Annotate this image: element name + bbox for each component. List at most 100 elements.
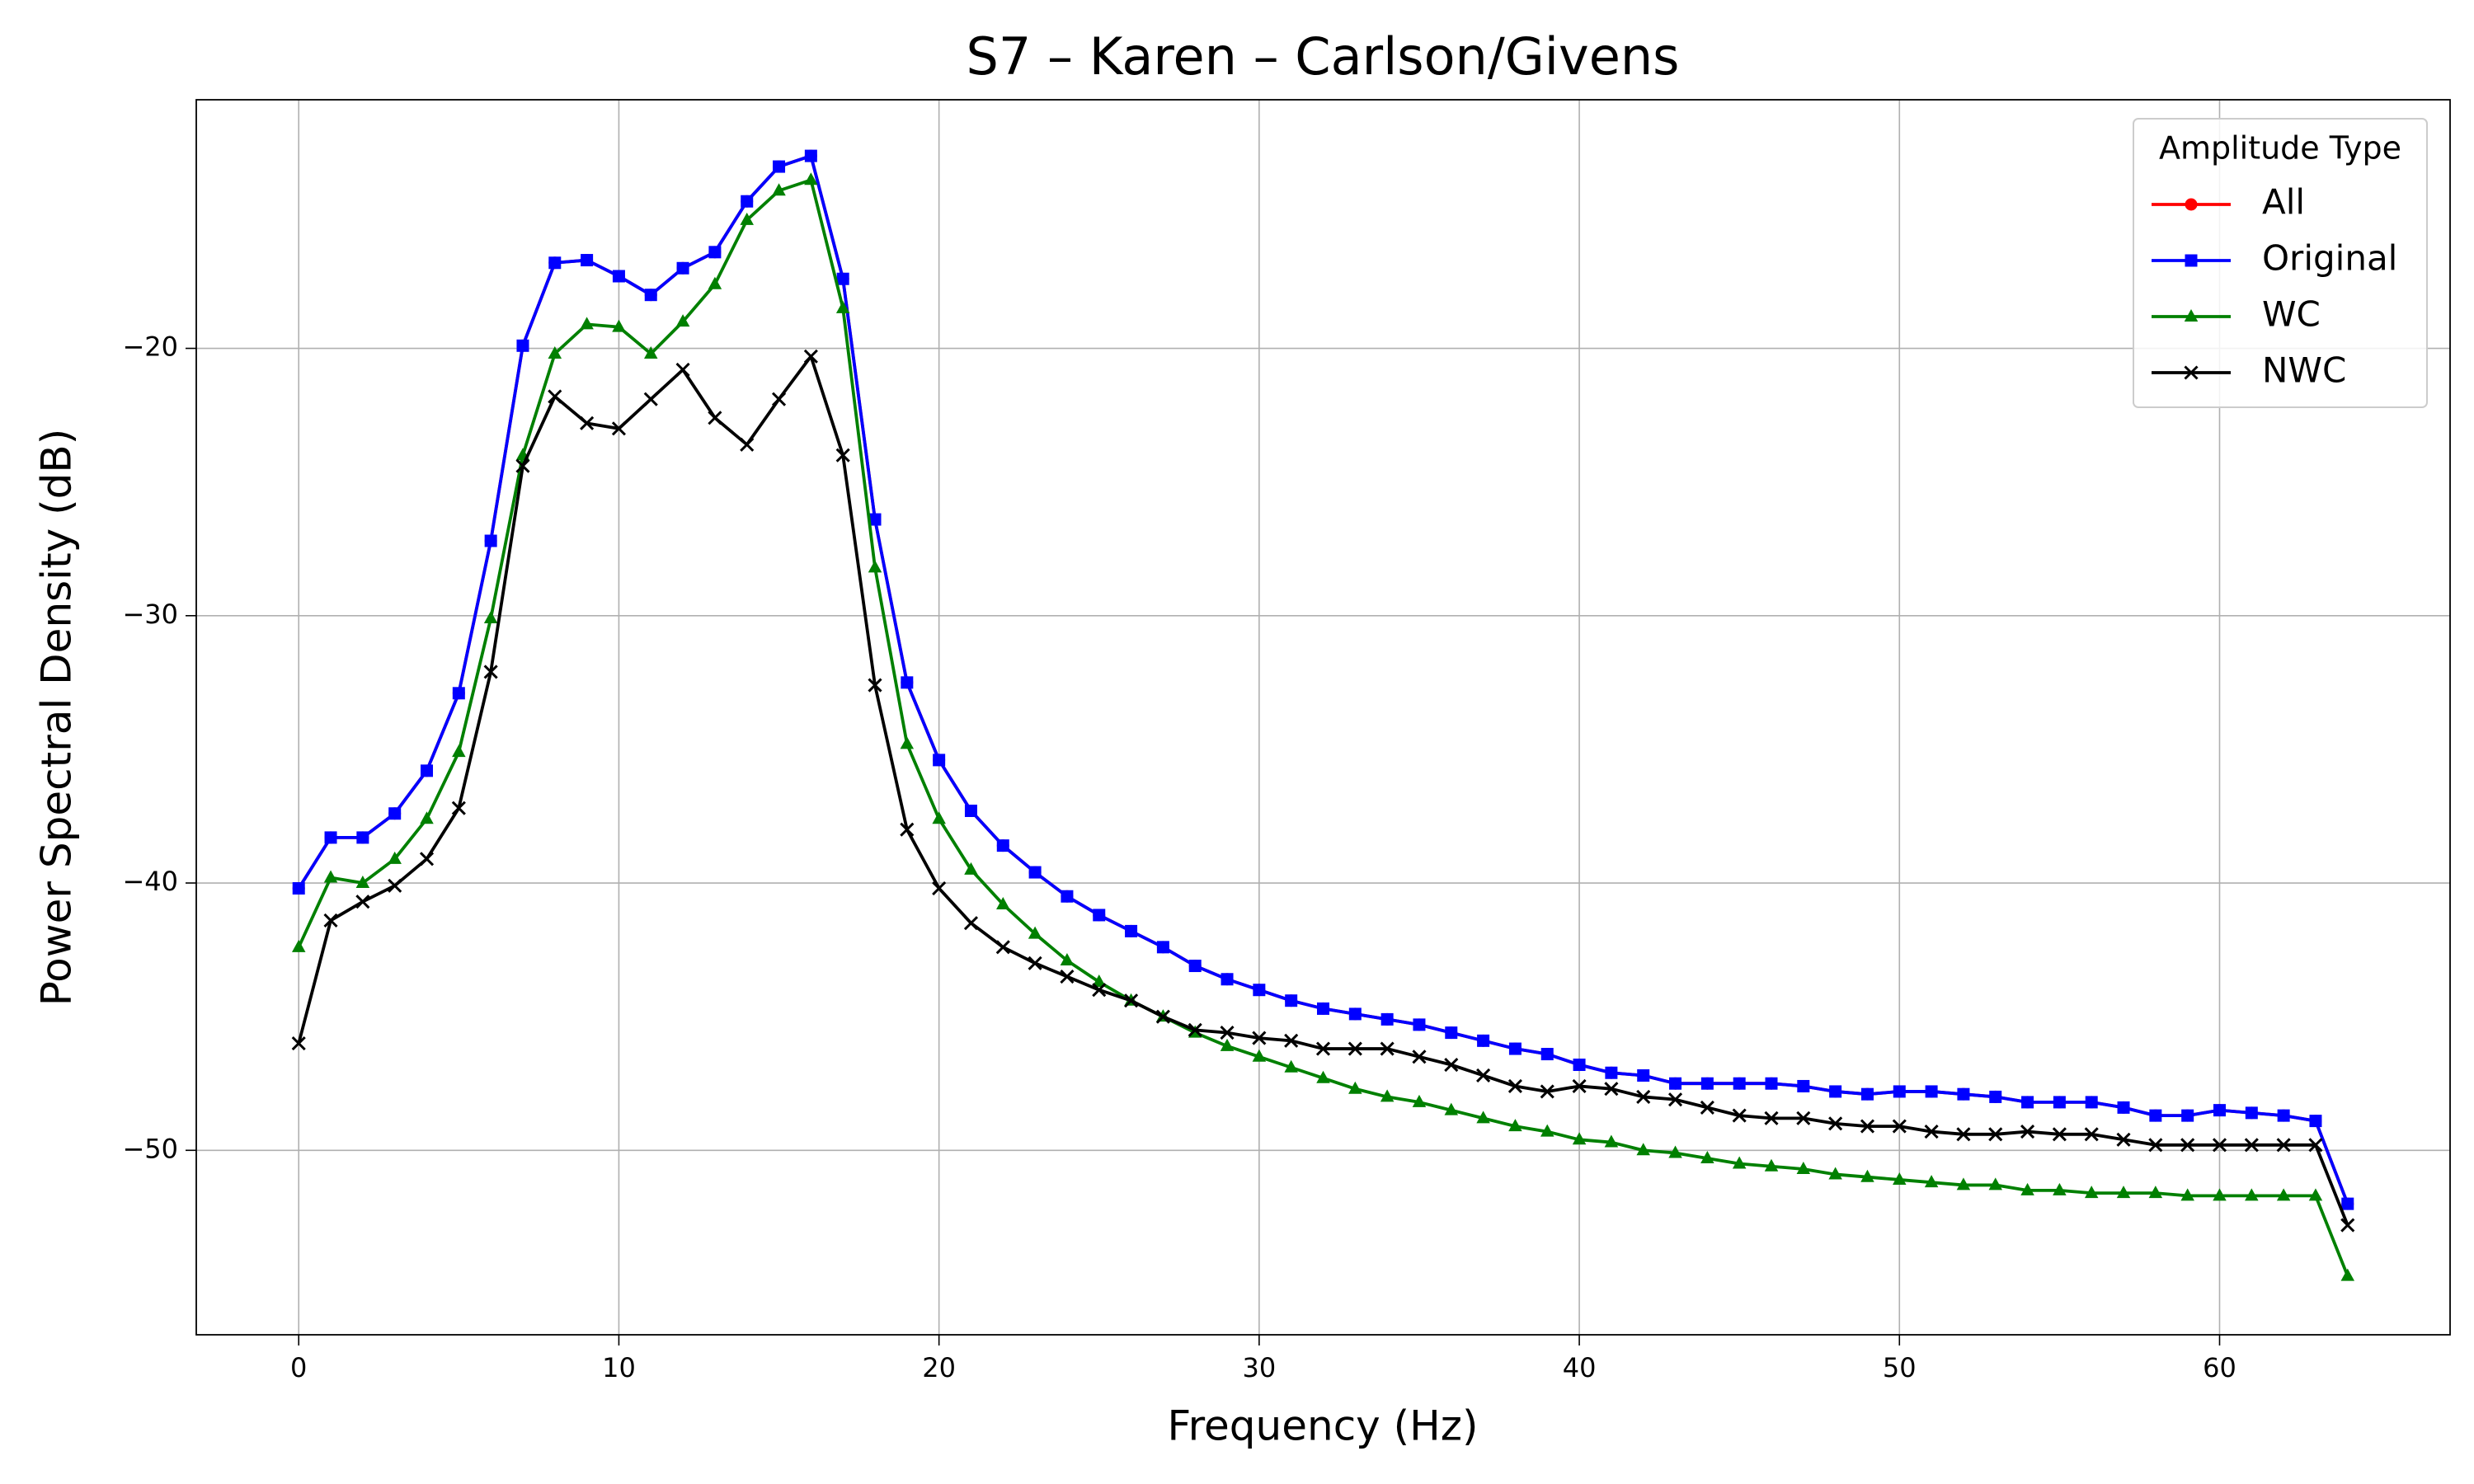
marker	[868, 560, 882, 573]
marker	[1988, 1127, 2003, 1142]
x-tick-label: 40	[1563, 1352, 1597, 1383]
marker	[1444, 1057, 1459, 1073]
marker	[548, 346, 562, 359]
marker	[292, 882, 305, 895]
marker	[804, 172, 818, 186]
marker	[1315, 1041, 1331, 1056]
marker	[836, 272, 849, 285]
marker	[932, 881, 947, 896]
marker	[1188, 1022, 1202, 1037]
marker	[1285, 994, 1298, 1007]
marker	[1700, 1077, 1714, 1090]
marker	[1220, 1026, 1235, 1040]
marker	[2116, 1186, 2131, 1199]
marker	[2117, 1101, 2130, 1114]
marker	[1252, 1031, 1267, 1045]
marker	[2245, 1188, 2259, 1201]
marker	[612, 270, 625, 283]
marker	[1988, 1177, 2002, 1190]
marker	[1668, 1145, 1682, 1158]
legend-marker	[2184, 309, 2199, 322]
legend-marker	[2185, 254, 2198, 267]
marker	[1925, 1085, 1938, 1098]
marker	[1732, 1108, 1747, 1123]
marker	[1477, 1034, 1490, 1047]
marker	[1188, 960, 1202, 973]
marker	[2213, 1104, 2226, 1117]
marker	[355, 876, 370, 889]
marker	[1732, 1156, 1747, 1169]
legend-marker	[2185, 198, 2198, 211]
marker	[675, 362, 690, 378]
marker	[1765, 1077, 1778, 1090]
marker	[1028, 866, 1042, 879]
marker	[1700, 1100, 1714, 1115]
marker	[1060, 953, 1075, 966]
marker	[1220, 1038, 1235, 1051]
y-tick-label: −40	[122, 866, 178, 897]
marker	[1540, 1124, 1554, 1137]
marker	[2213, 1188, 2227, 1201]
marker	[1348, 1007, 1362, 1021]
plot-frame	[195, 99, 2451, 1336]
marker	[804, 149, 817, 162]
y-axis-label: Power Spectral Density (dB)	[33, 429, 81, 1006]
marker	[1893, 1172, 1907, 1185]
marker	[2340, 1218, 2355, 1233]
marker	[452, 687, 465, 700]
marker	[580, 317, 594, 330]
marker	[1956, 1177, 1971, 1190]
marker	[900, 736, 915, 749]
marker	[1253, 984, 1266, 997]
marker	[1028, 956, 1042, 970]
marker	[611, 421, 626, 436]
marker	[932, 811, 946, 824]
marker	[1348, 1041, 1362, 1056]
marker	[868, 513, 882, 526]
marker	[2180, 1138, 2195, 1153]
marker	[419, 852, 435, 866]
marker	[1252, 1049, 1267, 1062]
marker	[1860, 1119, 1875, 1134]
legend-title: Amplitude Type	[2159, 130, 2401, 167]
marker	[356, 831, 369, 844]
marker	[2052, 1127, 2067, 1142]
marker	[2053, 1182, 2067, 1195]
marker	[900, 822, 915, 837]
marker	[1380, 1041, 1395, 1056]
marker	[1573, 1059, 1586, 1072]
marker	[675, 314, 690, 327]
marker	[1796, 1111, 1811, 1125]
y-tick-label: −30	[122, 599, 178, 630]
marker	[2053, 1096, 2066, 1109]
marker	[1636, 1089, 1651, 1104]
marker	[1284, 1059, 1298, 1073]
legend-label: WC	[2262, 294, 2321, 335]
marker	[2212, 1138, 2227, 1153]
marker	[291, 939, 306, 952]
marker	[324, 831, 337, 844]
marker	[676, 261, 689, 275]
marker	[1028, 926, 1042, 939]
marker	[1860, 1087, 1874, 1101]
marker	[291, 1036, 306, 1051]
marker	[516, 339, 529, 352]
marker	[1700, 1151, 1714, 1163]
marker	[1380, 1089, 1395, 1102]
marker	[964, 862, 978, 875]
marker	[483, 665, 498, 679]
legend-label: All	[2262, 182, 2305, 223]
marker	[708, 246, 722, 259]
legend-label: NWC	[2262, 350, 2346, 391]
marker	[1156, 941, 1169, 954]
marker	[1412, 1050, 1427, 1064]
marker	[1669, 1077, 1682, 1090]
marker	[963, 916, 979, 931]
marker	[1540, 1048, 1554, 1061]
marker	[995, 940, 1010, 955]
marker	[2244, 1138, 2259, 1153]
marker	[1604, 1134, 1619, 1148]
marker	[740, 437, 755, 452]
marker	[1637, 1068, 1650, 1082]
